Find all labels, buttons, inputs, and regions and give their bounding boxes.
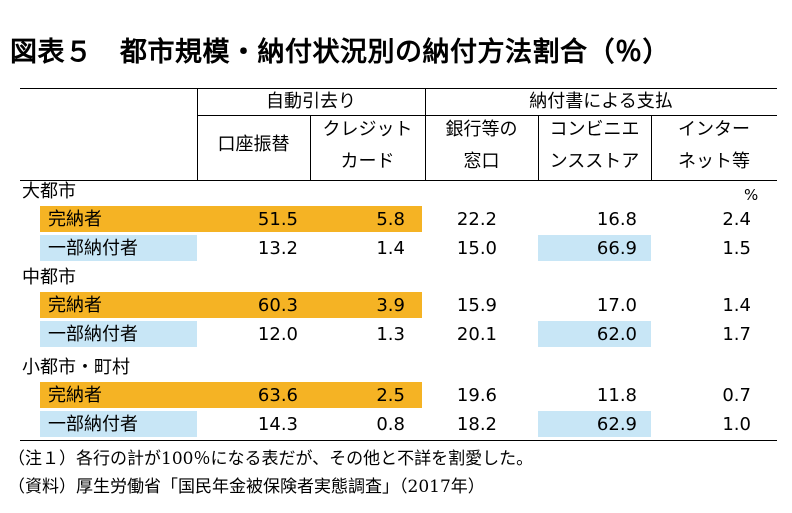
header-divider	[197, 88, 198, 180]
col-header-line1: クレジット	[322, 119, 413, 140]
row-label: 完納者	[48, 295, 102, 316]
value-cell: 14.3	[257, 414, 298, 435]
value-cell: 1.5	[722, 238, 751, 259]
value-cell: 3.9	[376, 295, 405, 316]
row-label: 一部納付者	[48, 324, 138, 345]
footnote: （注１）各行の計が100％になる表だが、その他と不詳を割愛した。	[8, 449, 534, 469]
row-label: 一部納付者	[48, 414, 138, 435]
source-note: （資料）厚生労働省「国民年金被保険者実態調査」（2017年）	[8, 477, 485, 497]
value-cell: 0.7	[722, 385, 751, 406]
col-header-line2: ネット等	[678, 151, 750, 172]
value-cell: 5.8	[376, 209, 405, 230]
value-highlight	[538, 411, 651, 437]
value-cell: 63.6	[257, 385, 298, 406]
value-cell: 51.5	[257, 209, 298, 230]
value-highlight	[197, 382, 310, 408]
row-label-highlight	[40, 206, 197, 232]
value-cell: 62.9	[596, 414, 637, 435]
chart-title: 図表５ 都市規模・納付状況別の納付方法割合（％）	[10, 37, 670, 68]
header-divider	[651, 115, 652, 180]
value-cell: 19.6	[456, 385, 497, 406]
value-cell: 1.3	[376, 324, 405, 345]
header-divider	[538, 115, 539, 180]
row-label: 完納者	[48, 209, 102, 230]
value-cell: 1.7	[722, 324, 751, 345]
value-highlight	[310, 206, 422, 232]
value-cell: 1.4	[376, 238, 405, 259]
table-top-rule	[20, 88, 777, 89]
value-cell: 12.0	[257, 324, 298, 345]
value-highlight	[538, 235, 651, 261]
value-cell: 2.5	[376, 385, 405, 406]
value-highlight	[538, 321, 651, 347]
header-divider	[425, 88, 426, 180]
value-cell: 17.0	[596, 295, 637, 316]
col-header-line2: 窓口	[463, 151, 500, 172]
value-cell: 62.0	[596, 324, 637, 345]
header-divider	[310, 115, 311, 180]
row-label-highlight	[40, 292, 197, 318]
value-cell: 15.9	[456, 295, 497, 316]
unit-label: %	[744, 186, 759, 204]
value-highlight	[197, 206, 310, 232]
row-label-highlight	[40, 382, 197, 408]
header-bottom-rule	[20, 180, 777, 181]
row-label: 一部納付者	[48, 238, 138, 259]
value-cell: 11.8	[596, 385, 637, 406]
table-bottom-rule	[20, 440, 777, 441]
value-cell: 16.8	[596, 209, 637, 230]
col-header-line2: ンスストア	[549, 151, 640, 172]
row-label-highlight	[40, 411, 197, 437]
row-label: 完納者	[48, 385, 102, 406]
group-label: 小都市・町村	[22, 357, 130, 378]
col-header-line1: 銀行等の	[445, 119, 518, 140]
group-header-auto-debit: 自動引去り	[266, 91, 356, 112]
group-header-rule	[197, 115, 777, 116]
col-header-line1: インター	[678, 119, 750, 140]
value-cell: 18.2	[456, 414, 497, 435]
value-cell: 1.4	[722, 295, 751, 316]
value-highlight	[310, 292, 422, 318]
row-label-highlight	[40, 321, 197, 347]
col-header-line1: 口座振替	[217, 134, 290, 155]
row-label-highlight	[40, 235, 197, 261]
value-highlight	[310, 382, 422, 408]
value-cell: 60.3	[257, 295, 298, 316]
group-label: 中都市	[22, 267, 76, 288]
group-header-payment-slip: 納付書による支払	[529, 91, 673, 112]
value-cell: 2.4	[722, 209, 751, 230]
value-cell: 1.0	[722, 414, 751, 435]
value-cell: 66.9	[596, 238, 637, 259]
col-header-line1: コンビニエ	[549, 119, 640, 140]
col-header-line2: カード	[340, 151, 395, 172]
value-cell: 22.2	[456, 209, 497, 230]
group-label: 大都市	[22, 181, 76, 202]
value-cell: 13.2	[257, 238, 298, 259]
value-highlight	[197, 292, 310, 318]
value-cell: 20.1	[456, 324, 497, 345]
value-cell: 0.8	[376, 414, 405, 435]
value-cell: 15.0	[456, 238, 497, 259]
